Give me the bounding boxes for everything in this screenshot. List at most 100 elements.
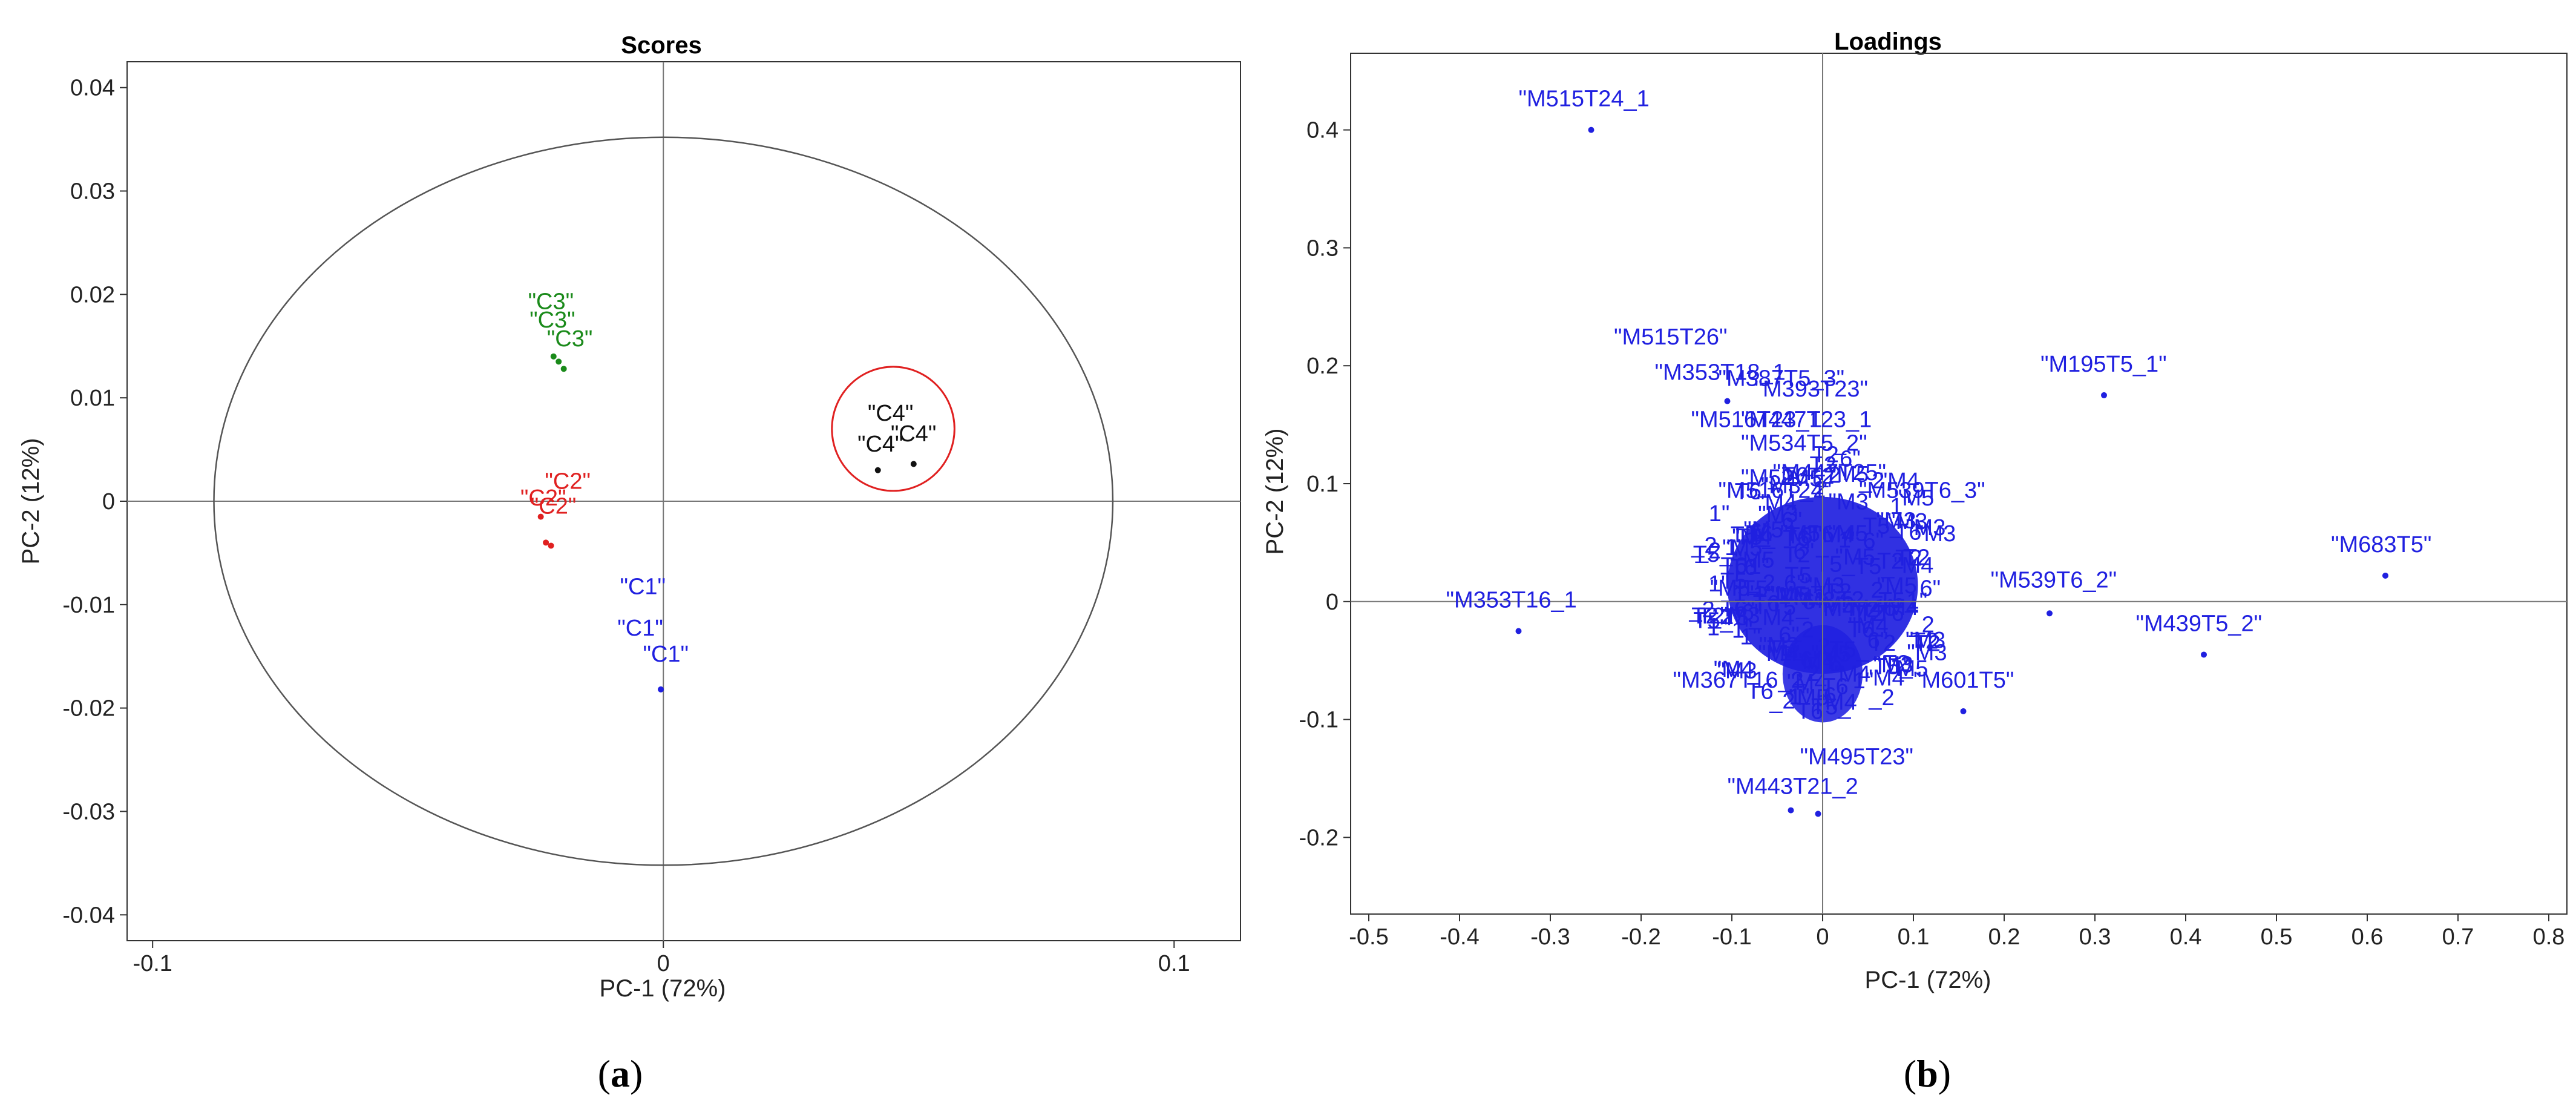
cloud-fragment: T6 bbox=[1746, 521, 1772, 547]
cloud-fragment: "M3 bbox=[1795, 588, 1835, 613]
y-axis-label: PC-2 (12%) bbox=[1262, 429, 1288, 555]
data-point bbox=[560, 366, 567, 372]
cloud-fragment: T6 bbox=[1877, 601, 1904, 627]
cloud-fragment: T6 bbox=[1797, 699, 1823, 724]
cloud-fragment: 6" bbox=[1749, 519, 1771, 545]
cloud-fragment: "M5 bbox=[1734, 548, 1774, 573]
plot-area: "C3""C3""C3""C2""C2""C2""C1""C1""C1""C4"… bbox=[127, 62, 1240, 941]
cloud-fragment: "M4 bbox=[1757, 490, 1797, 516]
cloud-fragment: 6" bbox=[1742, 600, 1763, 625]
y-tick-label: -0.02 bbox=[62, 696, 115, 722]
highlight-circle bbox=[831, 366, 955, 492]
cloud-fragment: T2 bbox=[1691, 604, 1718, 629]
cloud-fragment: 1" bbox=[1890, 494, 1911, 519]
cloud-fragment: "M3 bbox=[1814, 592, 1854, 617]
cloud-fragment: 1" bbox=[1890, 653, 1912, 679]
cloud-fragment: 6" bbox=[1794, 539, 1815, 565]
cloud-fragment: T2 bbox=[1858, 601, 1884, 627]
cloud-fragment: "M3 bbox=[1873, 652, 1913, 677]
cloud-fragment: T5_ bbox=[1829, 637, 1869, 663]
x-tick-label: 0.5 bbox=[2261, 924, 2293, 950]
x-tick-label: -0.1 bbox=[133, 951, 172, 976]
cloud-fragment: T6 bbox=[1730, 554, 1757, 580]
cloud-fragment: "M5 bbox=[1710, 576, 1750, 601]
x-tick-label: -0.4 bbox=[1440, 924, 1479, 950]
plot-area: "M515T24_1"M515T26""M353T18_1"M387T5_3""… bbox=[1351, 53, 2567, 914]
cloud-fragment: 1" bbox=[1753, 582, 1774, 607]
point-label: "M443T21_2 bbox=[1728, 774, 1858, 799]
y-tick-label: 0 bbox=[1326, 590, 1339, 615]
cloud-fragment: "M4 bbox=[1864, 666, 1904, 691]
x-tick-label: 0.4 bbox=[2170, 924, 2202, 950]
y-tick-label: 0.1 bbox=[1306, 472, 1339, 497]
x-tick-label: -0.2 bbox=[1621, 924, 1660, 950]
cloud-fragment: T2 bbox=[1783, 542, 1810, 568]
data-point bbox=[543, 539, 549, 546]
cloud-fragment: "M3 bbox=[1761, 473, 1801, 498]
y-tick-label: 0.01 bbox=[70, 386, 115, 411]
cloud-fragment: "M4 bbox=[1830, 662, 1870, 687]
cloud-fragment: _2 bbox=[1691, 533, 1717, 558]
point-label: "M447T25" bbox=[1773, 460, 1887, 485]
cloud-fragment: "M5 bbox=[1835, 545, 1875, 570]
cloud-fragment: "M3 bbox=[1758, 502, 1798, 527]
point-label: "M683T5" bbox=[2331, 532, 2431, 558]
data-point bbox=[548, 542, 554, 549]
cloud-fragment: "M5 bbox=[1894, 485, 1934, 511]
cloud-fragment: "M3 bbox=[1887, 509, 1927, 535]
cloud-fragment: "M4 bbox=[1754, 605, 1794, 631]
data-point bbox=[910, 461, 917, 467]
chart-title: Scores bbox=[621, 32, 701, 59]
cloud-fragment: T2 bbox=[1883, 651, 1910, 676]
chart-title: Loadings bbox=[1834, 28, 1942, 55]
data-point bbox=[2382, 572, 2388, 579]
cloud-fragment: T2 bbox=[1698, 604, 1725, 629]
cloud-fragment: 1" bbox=[1778, 584, 1800, 610]
scores-panel: Scores 0.04 0.03 0.02 0.01 0 -0.01 -0.02 -0.03 -… bbox=[18, 32, 1241, 1095]
point-label: "M387T5_3" bbox=[1719, 366, 1845, 391]
point-label: "C3" bbox=[529, 308, 575, 333]
cloud-fragment: T6 bbox=[1895, 519, 1921, 545]
cloud-fragment: "M4 bbox=[1714, 657, 1754, 682]
cloud-fragment: T5_ bbox=[1769, 595, 1809, 620]
cloud-fragment: 6" bbox=[1867, 628, 1889, 653]
panel-caption: (b) bbox=[1904, 1052, 1951, 1095]
cloud-fragment: _2 bbox=[1815, 463, 1841, 489]
cloud-fragment: "M5 bbox=[1767, 582, 1807, 608]
point-label: "C4" bbox=[868, 401, 914, 426]
cloud-fragment: _2 bbox=[1909, 612, 1935, 637]
data-point bbox=[1815, 811, 1821, 817]
point-label: "M353T18_1 bbox=[1655, 360, 1786, 386]
cloud-fragment: 6" bbox=[1778, 623, 1800, 648]
cloud-fragment: T2 bbox=[1812, 442, 1839, 468]
y-tick-label: 0.02 bbox=[70, 282, 115, 308]
cloud-fragment: T5_ bbox=[1811, 694, 1851, 720]
cloud-fragment: "M5 bbox=[1722, 536, 1762, 561]
x-tick-label: 0.3 bbox=[2079, 924, 2111, 950]
cloud-fragment: T5_ bbox=[1863, 514, 1903, 539]
point-label: "M516T24" bbox=[1719, 478, 1832, 503]
cloud-fragment: "M5 bbox=[1782, 466, 1822, 492]
cloud-fragment: _2 bbox=[1788, 617, 1814, 643]
panel-caption: (a) bbox=[598, 1052, 643, 1095]
point-label: "C2" bbox=[545, 469, 591, 495]
point-label: "M515T24_1 bbox=[1519, 87, 1650, 112]
cloud-fragment: "M3 bbox=[1786, 585, 1826, 610]
cloud-fragment: "M5 bbox=[1877, 573, 1917, 599]
cloud-fragment: T5_ bbox=[1741, 576, 1781, 602]
cloud-fragment: 6" bbox=[1840, 446, 1861, 472]
cloud-fragment: "M4 bbox=[1794, 649, 1834, 674]
cloud-fragment: T2 bbox=[1837, 587, 1864, 613]
cloud-fragment: T2 bbox=[1877, 549, 1904, 574]
cloud-fragment: T6 bbox=[1746, 679, 1773, 704]
cloud-fragment: 6" bbox=[1829, 651, 1850, 677]
point-label: "M539T6_2" bbox=[1991, 567, 2117, 593]
cloud-fragment: T6 bbox=[1753, 591, 1780, 617]
cloud-fragment: "M4 bbox=[1814, 522, 1854, 548]
y-axis: 0.04 0.03 0.02 0.01 0 -0.01 -0.02 -0.03 -0.04 bbox=[62, 76, 127, 928]
cloud-fragment: "M3 bbox=[1759, 633, 1799, 658]
x-tick-label: 0 bbox=[657, 951, 670, 976]
y-tick-label: -0.2 bbox=[1299, 825, 1339, 850]
point-label: "M367T16_2 bbox=[1673, 668, 1804, 693]
cloud-fragment: "M3 bbox=[1717, 659, 1757, 684]
